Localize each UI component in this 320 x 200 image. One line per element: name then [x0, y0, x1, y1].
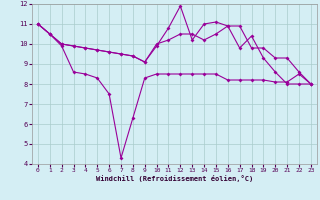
X-axis label: Windchill (Refroidissement éolien,°C): Windchill (Refroidissement éolien,°C) — [96, 175, 253, 182]
